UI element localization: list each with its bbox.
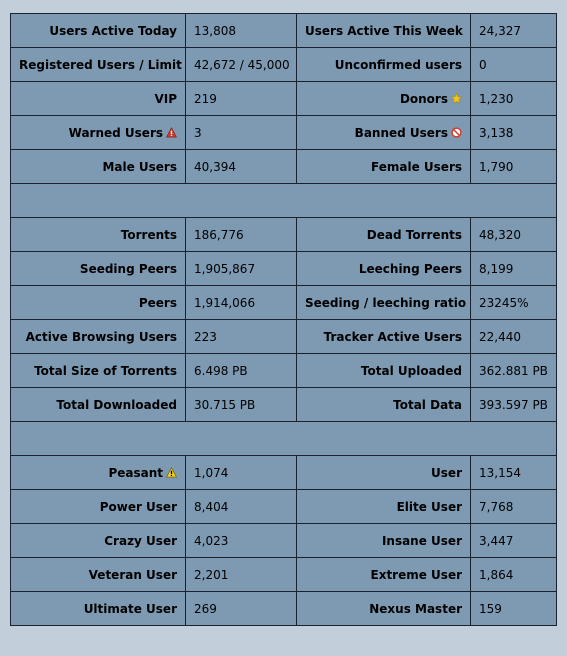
banned-value: 3,138 [470,115,557,150]
power-user-value: 8,404 [185,489,297,524]
users-active-week-label: Users Active This Week [296,13,471,48]
nexus-master-label: Nexus Master [296,591,471,626]
peasant-label: Peasant [108,465,163,480]
donors-value: 1,230 [470,81,557,116]
users-active-week-value: 24,327 [470,13,557,48]
table-row: Torrents 186,776 Dead Torrents 48,320 [10,217,557,252]
table-row: Total Downloaded 30.715 PB Total Data 39… [10,387,557,422]
seeding-peers-label: Seeding Peers [10,251,186,286]
tracker-users-label: Tracker Active Users [296,319,471,354]
stats-table: Users Active Today 13,808 Users Active T… [10,13,557,626]
table-row: Active Browsing Users 223 Tracker Active… [10,319,557,354]
donors-label: Donors [399,91,448,106]
banned-icon [451,126,462,138]
table-row: Veteran User 2,201 Extreme User 1,864 [10,557,557,592]
ultimate-user-value: 269 [185,591,297,626]
nexus-master-value: 159 [470,591,557,626]
warning-icon [166,126,177,137]
total-downloaded-value: 30.715 PB [185,387,297,422]
ratio-value: 23245% [470,285,557,320]
spacer-cell [10,421,557,456]
table-row: Peasant 1,074 User 13,154 [10,455,557,490]
leeching-peers-value: 8,199 [470,251,557,286]
vip-value: 219 [185,81,297,116]
warned-label-cell: Warned Users [10,115,186,150]
table-row: Seeding Peers 1,905,867 Leeching Peers 8… [10,251,557,286]
warning-icon [166,466,177,477]
seeding-peers-value: 1,905,867 [185,251,297,286]
ultimate-user-label: Ultimate User [10,591,186,626]
table-row: Total Size of Torrents 6.498 PB Total Up… [10,353,557,388]
total-downloaded-label: Total Downloaded [10,387,186,422]
insane-user-label: Insane User [296,523,471,558]
peasant-value: 1,074 [185,455,297,490]
torrents-value: 186,776 [185,217,297,252]
warned-label: Warned Users [68,125,163,140]
user-value: 13,154 [470,455,557,490]
section-divider [10,183,557,218]
stats-panel: Users Active Today 13,808 Users Active T… [10,13,557,626]
total-data-value: 393.597 PB [470,387,557,422]
crazy-user-value: 4,023 [185,523,297,558]
total-uploaded-label: Total Uploaded [296,353,471,388]
extreme-user-label: Extreme User [296,557,471,592]
tracker-users-value: 22,440 [470,319,557,354]
user-label: User [296,455,471,490]
male-value: 40,394 [185,149,297,184]
banned-label-cell: Banned Users [296,115,471,150]
table-row: Male Users 40,394 Female Users 1,790 [10,149,557,184]
ratio-label: Seeding / leeching ratio [296,285,471,320]
registered-limit-label: Registered Users / Limit [10,47,186,82]
torrents-label: Torrents [10,217,186,252]
total-uploaded-value: 362.881 PB [470,353,557,388]
donors-label-cell: Donors [296,81,471,116]
unconfirmed-value: 0 [470,47,557,82]
insane-user-value: 3,447 [470,523,557,558]
veteran-user-label: Veteran User [10,557,186,592]
table-row: Peers 1,914,066 Seeding / leeching ratio… [10,285,557,320]
table-row: Registered Users / Limit 42,672 / 45,000… [10,47,557,82]
extreme-user-value: 1,864 [470,557,557,592]
elite-user-value: 7,768 [470,489,557,524]
table-row: Users Active Today 13,808 Users Active T… [10,13,557,48]
browsing-users-value: 223 [185,319,297,354]
elite-user-label: Elite User [296,489,471,524]
section-divider [10,421,557,456]
leeching-peers-label: Leeching Peers [296,251,471,286]
total-size-label: Total Size of Torrents [10,353,186,388]
peers-label: Peers [10,285,186,320]
veteran-user-value: 2,201 [185,557,297,592]
female-value: 1,790 [470,149,557,184]
table-row: Ultimate User 269 Nexus Master 159 [10,591,557,626]
warned-value: 3 [185,115,297,150]
table-row: Power User 8,404 Elite User 7,768 [10,489,557,524]
registered-limit-value: 42,672 / 45,000 [185,47,297,82]
table-row: Warned Users 3 Banned Users 3,138 [10,115,557,150]
users-active-today-label: Users Active Today [10,13,186,48]
table-row: VIP 219 Donors 1,230 [10,81,557,116]
dead-torrents-label: Dead Torrents [296,217,471,252]
total-size-value: 6.498 PB [185,353,297,388]
table-row: Crazy User 4,023 Insane User 3,447 [10,523,557,558]
banned-label: Banned Users [354,125,448,140]
dead-torrents-value: 48,320 [470,217,557,252]
vip-label: VIP [10,81,186,116]
peasant-label-cell: Peasant [10,455,186,490]
power-user-label: Power User [10,489,186,524]
male-label: Male Users [10,149,186,184]
unconfirmed-label: Unconfirmed users [296,47,471,82]
crazy-user-label: Crazy User [10,523,186,558]
total-data-label: Total Data [296,387,471,422]
users-active-today-value: 13,808 [185,13,297,48]
spacer-cell [10,183,557,218]
star-icon [451,92,462,104]
peers-value: 1,914,066 [185,285,297,320]
female-label: Female Users [296,149,471,184]
browsing-users-label: Active Browsing Users [10,319,186,354]
